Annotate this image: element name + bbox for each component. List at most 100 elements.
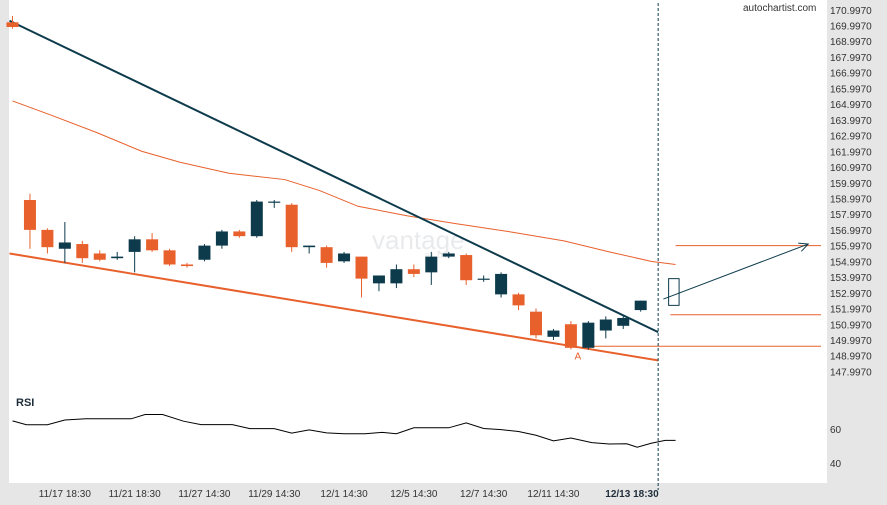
watermark: vantage PLUS — [372, 225, 465, 260]
candle — [372, 275, 385, 292]
candle — [23, 193, 36, 249]
time-tick-label: 11/29 14:30 — [248, 489, 301, 500]
rsi-tick-label: 40 — [830, 459, 842, 470]
rsi-line — [12, 414, 676, 448]
candle-body — [128, 239, 141, 252]
price-tick-label: 166.9970 — [830, 69, 872, 80]
candle-body — [285, 204, 298, 248]
candle-body — [23, 200, 36, 230]
candle-body — [564, 324, 577, 348]
candle — [285, 203, 298, 252]
candle — [250, 200, 263, 238]
watermark-text: vantage — [372, 225, 465, 255]
candle-body — [372, 275, 385, 284]
time-tick-label: 12/7 14:30 — [460, 489, 508, 500]
candle — [233, 229, 246, 238]
price-tick-label: 165.9970 — [830, 84, 872, 95]
time-tick-label: 11/27 14:30 — [178, 489, 231, 500]
candle-body — [634, 300, 647, 311]
candle — [111, 251, 124, 260]
candle — [390, 264, 403, 289]
price-tick-label: 162.9970 — [830, 132, 872, 143]
time-tick-label-current: 12/13 18:30 — [605, 489, 659, 500]
candle — [320, 245, 333, 268]
candle-body — [495, 273, 508, 295]
candle-body — [477, 278, 490, 280]
candle-body — [407, 269, 420, 274]
left-axis-strip — [0, 0, 9, 505]
price-tick-label: 159.9970 — [830, 179, 872, 190]
time-tick-label: 11/21 18:30 — [109, 489, 162, 500]
price-tick-label: 158.9970 — [830, 194, 872, 205]
candle — [268, 200, 281, 208]
candle-body — [599, 319, 612, 331]
candle — [41, 228, 54, 254]
candle-body — [250, 201, 263, 237]
candle — [128, 236, 141, 273]
candle-body — [320, 247, 333, 263]
time-tick-label: 11/17 18:30 — [39, 489, 92, 500]
price-tick-label: 168.9970 — [830, 37, 872, 48]
pattern-point-label: A — [575, 352, 582, 363]
candle-body — [181, 264, 193, 267]
resistance-trendline — [9, 19, 659, 334]
candle — [599, 316, 612, 339]
candle — [58, 222, 71, 263]
candle — [76, 240, 89, 263]
candle-body — [215, 231, 228, 246]
candle-body — [460, 255, 473, 281]
candle — [303, 245, 316, 254]
candle-body — [111, 256, 124, 259]
price-tick-label: 150.9970 — [830, 320, 872, 331]
candle — [163, 248, 176, 267]
candle — [442, 251, 455, 259]
candle-body — [6, 22, 19, 28]
candle-body — [163, 250, 176, 265]
price-tick-label: 157.9970 — [830, 210, 872, 221]
forecast-arrow-line — [663, 243, 809, 300]
candle — [512, 292, 525, 311]
time-tick-label: 12/5 14:30 — [390, 489, 438, 500]
candle — [146, 233, 159, 252]
candle-body — [198, 245, 211, 260]
candle-body — [617, 317, 630, 326]
candle-body — [425, 256, 438, 273]
candle-body — [530, 311, 542, 336]
candle-body — [41, 229, 54, 248]
candle-body — [547, 330, 560, 337]
price-tick-label: 149.9970 — [830, 336, 872, 347]
time-tick-label: 12/1 14:30 — [320, 489, 368, 500]
price-tick-label: 160.9970 — [830, 163, 872, 174]
candle-body — [390, 269, 403, 284]
candle — [477, 275, 490, 282]
rsi-tick-label: 60 — [830, 425, 842, 436]
price-tick-label: 154.9970 — [830, 257, 872, 268]
price-tick-label: 151.9970 — [830, 305, 872, 316]
candle — [215, 229, 228, 249]
price-tick-label: 169.9970 — [830, 21, 872, 32]
candle-body — [58, 242, 71, 249]
price-tick-label: 148.9970 — [830, 352, 872, 363]
rsi-title: RSI — [16, 397, 34, 409]
price-axis-panel — [827, 0, 887, 505]
candle — [634, 300, 647, 312]
price-tick-label: 153.9970 — [830, 273, 872, 284]
time-tick-label: 12/11 14:30 — [527, 489, 580, 500]
projection-candle — [668, 278, 680, 306]
forecast-arrow-head — [798, 242, 810, 252]
support-trendline — [9, 252, 659, 362]
candle — [582, 321, 595, 350]
candle — [547, 328, 560, 340]
candle — [460, 253, 473, 285]
candle — [530, 308, 542, 339]
candle — [355, 256, 368, 298]
price-tick-label: 147.9970 — [830, 367, 872, 378]
candle — [93, 250, 106, 262]
candle — [407, 264, 420, 278]
candle-body — [268, 201, 281, 203]
candle-body — [233, 231, 246, 237]
candle-body — [303, 245, 316, 248]
